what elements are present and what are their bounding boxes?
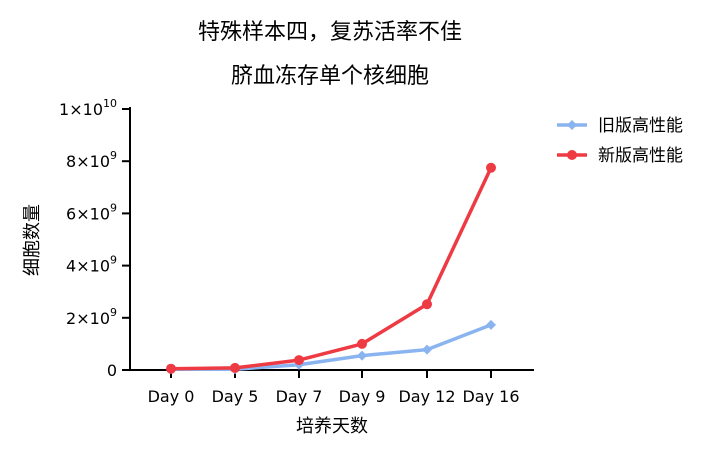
series-1-point-3: [357, 338, 367, 349]
series-1-point-2: [294, 355, 304, 366]
y-axis-title: 细胞数量: [22, 204, 43, 276]
x-tick-label-2: Day 7: [276, 387, 323, 406]
legend-marker-1: [567, 150, 577, 160]
series-1-point-0: [166, 363, 176, 374]
y-tick-label-2: 4×109: [66, 254, 117, 276]
y-tick-label-5: 1×1010: [59, 97, 117, 119]
legend-label-0: 旧版高性能: [598, 116, 683, 136]
x-tick-label-4: Day 12: [398, 387, 455, 406]
legend-marker-0: [567, 120, 577, 130]
series-1-point-4: [422, 299, 432, 310]
x-axis-title: 培养天数: [296, 416, 368, 437]
chart-title-line-1: 特殊样本四，复苏活率不佳: [197, 20, 462, 45]
series-line-1: [170, 166, 493, 371]
series-line-0: [171, 323, 492, 371]
y-tick-label-4: 8×109: [66, 149, 117, 171]
x-tick-label-0: Day 0: [148, 387, 195, 406]
chart-title-line-2: 脐血冻存单个核细胞: [230, 64, 429, 89]
legend-label-1: 新版高性能: [598, 146, 683, 166]
series-1-point-1: [230, 362, 240, 373]
series-0-point-4: [422, 344, 432, 355]
y-tick-label-0: 0: [107, 361, 117, 380]
series-0-point-3: [357, 350, 367, 361]
series-1-point-5: [486, 162, 496, 173]
x-tick-label-1: Day 5: [212, 387, 259, 406]
x-tick-label-5: Day 16: [462, 387, 519, 406]
series-0-point-5: [486, 319, 496, 330]
y-tick-label-3: 6×109: [66, 201, 117, 223]
x-tick-label-3: Day 9: [339, 387, 386, 406]
y-tick-label-1: 2×109: [66, 306, 117, 328]
